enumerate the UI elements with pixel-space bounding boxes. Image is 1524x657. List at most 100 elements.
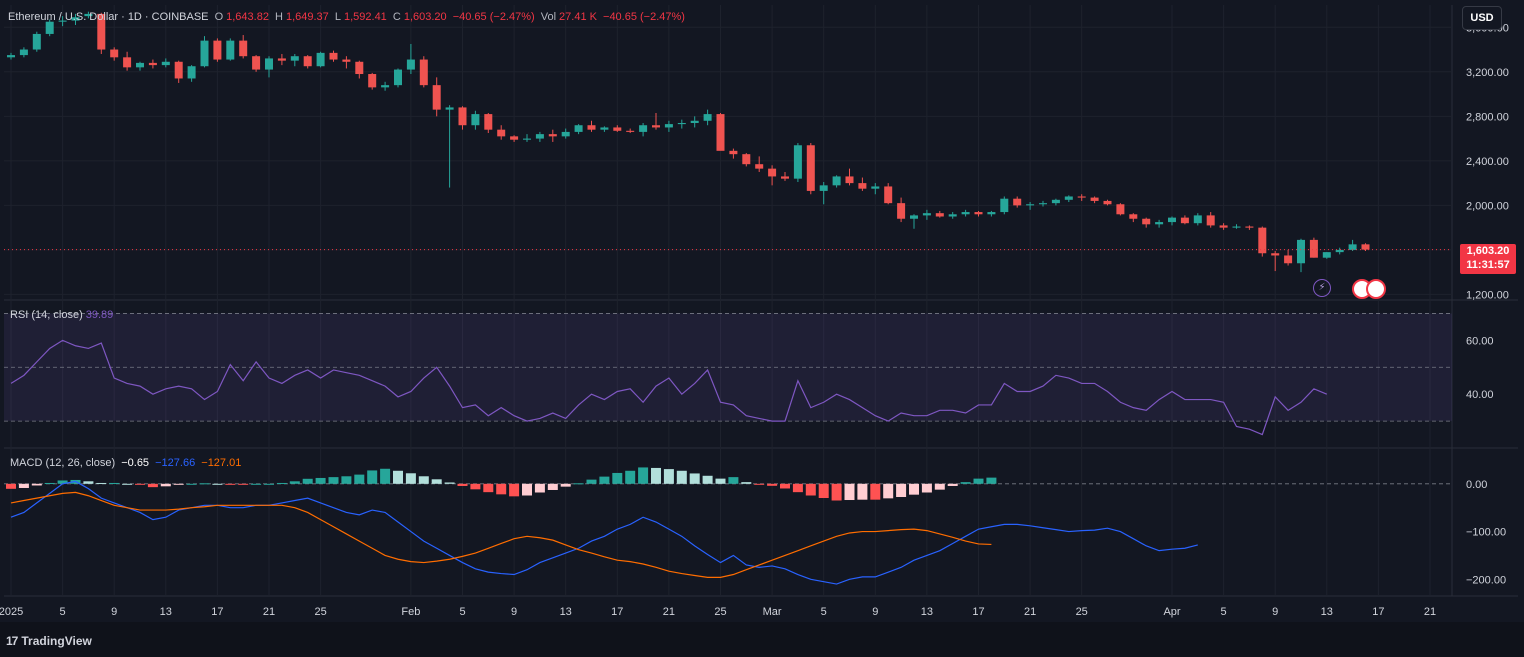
low-label: L [334, 11, 341, 23]
candle-body [626, 130, 635, 132]
macd-histogram-bar [586, 479, 597, 484]
candle-body [123, 57, 132, 68]
candle-body [187, 66, 196, 79]
x-tick-label: Apr [1163, 606, 1180, 618]
macd-histogram-bar [831, 483, 842, 501]
macd-histogram-bar [444, 482, 455, 484]
macd-histogram-bar [947, 483, 958, 486]
candle-body [716, 114, 725, 151]
candle-body [316, 52, 325, 67]
open-value: 1,643.82 [226, 11, 269, 23]
chart-legend: Ethereum / U.S. Dollar · 1D · COINBASE O… [8, 11, 688, 23]
candle-body [1348, 244, 1357, 250]
macd-legend[interactable]: MACD (12, 26, close) −0.65 −127.66 −127.… [10, 457, 244, 469]
candle-body [819, 185, 828, 191]
macd-histogram-bar [483, 483, 494, 493]
candle-body [664, 124, 673, 128]
candle-body [458, 107, 467, 126]
x-tick-label: 25 [1076, 606, 1088, 618]
macd-histogram-bar [212, 483, 223, 485]
macd-histogram-bar [199, 483, 210, 485]
tradingview-branding[interactable]: 17 TradingView [6, 634, 92, 648]
us-flag-icon[interactable] [1366, 279, 1386, 299]
candle-body [136, 62, 144, 68]
macd-histogram-bar [960, 482, 971, 484]
x-tick-label: Feb [401, 606, 420, 618]
rsi-legend[interactable]: RSI (14, close) 39.89 [10, 309, 116, 321]
macd-histogram-bar [457, 483, 468, 486]
candle-body [84, 13, 93, 17]
candle-body [419, 59, 428, 86]
volume-change: −40.65 (−2.47%) [603, 11, 685, 23]
change-value: −40.65 (−2.47%) [452, 11, 535, 23]
x-tick-label: 17 [611, 606, 623, 618]
candle-body [1258, 227, 1267, 254]
x-tick-label: 2025 [0, 606, 23, 618]
x-tick-label: 17 [211, 606, 223, 618]
macd-signal-line [10, 491, 992, 578]
lightning-icon[interactable]: ⚡ [1313, 279, 1331, 297]
x-tick-label: 13 [1321, 606, 1333, 618]
macd-histogram-bar [934, 483, 945, 490]
candle-body [548, 134, 557, 137]
price-tick-label: 2,800.00 [1466, 111, 1509, 123]
candle-body [71, 17, 80, 21]
footer-bar [0, 622, 1524, 657]
x-tick-label: 5 [821, 606, 827, 618]
macd-histogram-bar [612, 472, 623, 484]
close-label: C [392, 11, 401, 23]
candle-body [871, 186, 880, 189]
candle-body [922, 213, 931, 216]
x-tick-label: 21 [263, 606, 275, 618]
candle-body [587, 125, 596, 130]
macd-histogram-bar [844, 483, 855, 501]
x-tick-label: Mar [763, 606, 782, 618]
candle-body [613, 127, 622, 131]
x-tick-label: 13 [560, 606, 572, 618]
candle-body [265, 58, 273, 70]
candle-body [329, 52, 338, 60]
candle-body [58, 20, 67, 22]
candle-body [445, 107, 454, 110]
candle-body [832, 176, 841, 186]
macd-histogram-bar [754, 483, 765, 485]
candle-body [897, 203, 906, 219]
candle-body [845, 176, 854, 184]
candle-body [1168, 217, 1176, 223]
candle-body [755, 164, 764, 169]
candle-body [1142, 218, 1151, 225]
candle-body [239, 40, 248, 57]
macd-histogram-bar [302, 478, 313, 484]
macd-histogram-bar [135, 483, 145, 485]
currency-button[interactable]: USD [1462, 6, 1502, 30]
candle-body [1116, 204, 1125, 215]
last-price: 1,603.20 [1466, 245, 1510, 257]
macd-histogram-bar [625, 470, 636, 484]
candle-body [1206, 215, 1215, 226]
rsi-line [10, 339, 1328, 436]
price-tick-label: 3,200.00 [1466, 67, 1509, 79]
rsi-tick-label: 40.00 [1466, 389, 1494, 401]
macd-histogram-bar [225, 483, 236, 485]
macd-histogram-bar [818, 483, 829, 499]
macd-histogram-bar [741, 482, 752, 484]
rsi-value: 39.89 [85, 309, 114, 321]
macd-histogram-bar [354, 474, 365, 484]
candle-body [110, 49, 119, 58]
candle-body [226, 40, 235, 60]
candle-body [252, 56, 261, 70]
macd-histogram-bar [393, 470, 403, 484]
macd-histogram-bar [522, 483, 532, 496]
macd-histogram-bar [715, 478, 726, 484]
x-tick-label: 17 [972, 606, 984, 618]
candle-body [961, 212, 970, 215]
candle-body [1219, 225, 1228, 228]
rsi-tick-label: 60.00 [1466, 335, 1494, 347]
macd-histogram-bar [57, 480, 68, 484]
macd-histogram-bar [921, 483, 932, 493]
candle-body [858, 183, 867, 189]
macd-histogram-bar [122, 483, 133, 485]
candle-body [935, 213, 944, 217]
candle-body [471, 114, 480, 126]
